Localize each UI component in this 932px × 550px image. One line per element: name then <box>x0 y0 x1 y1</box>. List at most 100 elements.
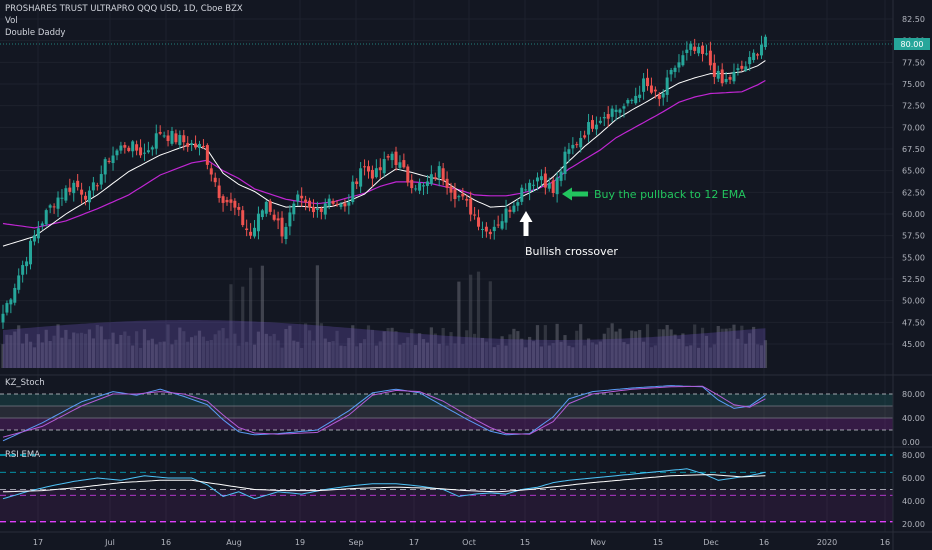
candle-body <box>139 147 143 156</box>
pullback-annotation: Buy the pullback to 12 EMA <box>562 187 746 201</box>
time-tick-label: Nov <box>590 538 606 547</box>
price-axis[interactable]: 82.50 80.00 77.50 75.00 72.50 70.00 67.50 65.00… <box>902 15 925 529</box>
volume-bar <box>579 324 583 368</box>
candle-body <box>642 78 646 92</box>
candle-body <box>21 265 25 275</box>
volume-bar <box>641 341 646 368</box>
rsi-pane-title: RSI EMA <box>5 450 41 460</box>
candle-body <box>398 162 402 168</box>
volume-bar <box>127 335 131 368</box>
volume-bar <box>697 347 701 368</box>
volume-bar <box>304 323 308 368</box>
rsi-ema-line <box>2 474 766 493</box>
volume-bar <box>614 331 618 368</box>
volume-bar <box>256 331 261 368</box>
candle-body <box>5 303 9 313</box>
candle-body <box>559 171 563 181</box>
candle-body <box>394 151 398 166</box>
candle-body <box>209 168 213 175</box>
volume-bar <box>76 333 80 368</box>
volume-bar <box>335 330 339 368</box>
price-tick-label: 62.50 <box>902 188 925 197</box>
time-tick-label: 2020 <box>817 538 837 547</box>
candle-body <box>606 114 610 119</box>
candle-body <box>532 184 536 186</box>
volume-bar <box>763 340 768 368</box>
volume-bar <box>331 341 335 368</box>
candle-body <box>103 159 107 175</box>
candle-body <box>551 180 555 194</box>
candle-body <box>418 182 422 191</box>
volume-bar <box>476 271 481 368</box>
candle-body <box>406 166 410 183</box>
volume-bar <box>594 344 599 368</box>
candle-body <box>539 176 543 181</box>
volume-bar <box>111 332 115 368</box>
volume-bar <box>229 284 233 368</box>
candle-body <box>547 183 551 189</box>
volume-bar <box>83 333 88 368</box>
volume-bar <box>528 336 532 368</box>
volume-bar <box>583 345 587 368</box>
candle-body <box>56 197 60 209</box>
candle-body <box>433 177 437 179</box>
volume-bar <box>700 327 705 368</box>
price-tick-label: 55.00 <box>902 253 925 262</box>
volume-bar <box>575 330 579 368</box>
candle-body <box>500 221 504 229</box>
candle-body <box>347 202 351 206</box>
candle-body <box>107 160 111 162</box>
volume-bar <box>417 333 422 368</box>
stoch-upper-band <box>0 394 893 406</box>
candle-body <box>374 168 378 178</box>
candle-body <box>402 160 406 168</box>
candle-body <box>268 201 272 212</box>
candle-body <box>186 143 190 147</box>
volume-bar <box>80 332 84 368</box>
volume-bar <box>429 327 433 368</box>
volume-bar <box>186 341 190 368</box>
candle-body <box>669 69 673 75</box>
volume-bar <box>135 331 139 368</box>
candle-body <box>280 217 284 237</box>
volume-bar <box>343 346 347 368</box>
candle-body <box>296 194 300 202</box>
volume-bar <box>284 329 288 368</box>
stoch-lower-band <box>0 418 893 430</box>
price-tick-label: 47.50 <box>902 318 925 327</box>
volume-bar <box>99 326 103 368</box>
candle-body <box>64 188 68 201</box>
volume-bar <box>433 333 437 368</box>
candle-body <box>759 44 763 56</box>
time-axis[interactable]: 17 Jul 16 Aug 19 Sep 17 Oct 15 Nov 15 Dec 16 2020 16 <box>33 538 890 547</box>
volume-bar <box>645 324 650 368</box>
candle-body <box>591 120 594 129</box>
volume-bar <box>512 328 516 368</box>
volume-bar <box>547 345 551 368</box>
time-tick-label: Oct <box>462 538 476 547</box>
volume-bar <box>237 345 241 368</box>
candle-body <box>614 109 618 112</box>
volume-bar <box>315 265 319 368</box>
candle-body <box>76 180 80 188</box>
volume-bar <box>539 346 544 368</box>
volume-bar <box>488 281 492 368</box>
candle-body <box>693 46 697 51</box>
volume-bar <box>150 338 154 368</box>
candle-body <box>732 71 736 82</box>
volume-bar <box>638 329 642 368</box>
time-tick-label: 15 <box>653 538 663 547</box>
candlestick-series <box>1 34 767 329</box>
candle-body <box>343 203 347 207</box>
volume-bar <box>445 345 449 368</box>
candle-body <box>457 196 461 198</box>
volume-bar <box>296 341 300 368</box>
candle-body <box>178 135 182 145</box>
candle-body <box>339 203 343 207</box>
pullback-text: Buy the pullback to 12 EMA <box>594 188 746 201</box>
candle-body <box>276 218 280 221</box>
volume-bar <box>190 337 194 368</box>
volume-bar <box>724 328 728 368</box>
volume-bar <box>178 327 182 368</box>
